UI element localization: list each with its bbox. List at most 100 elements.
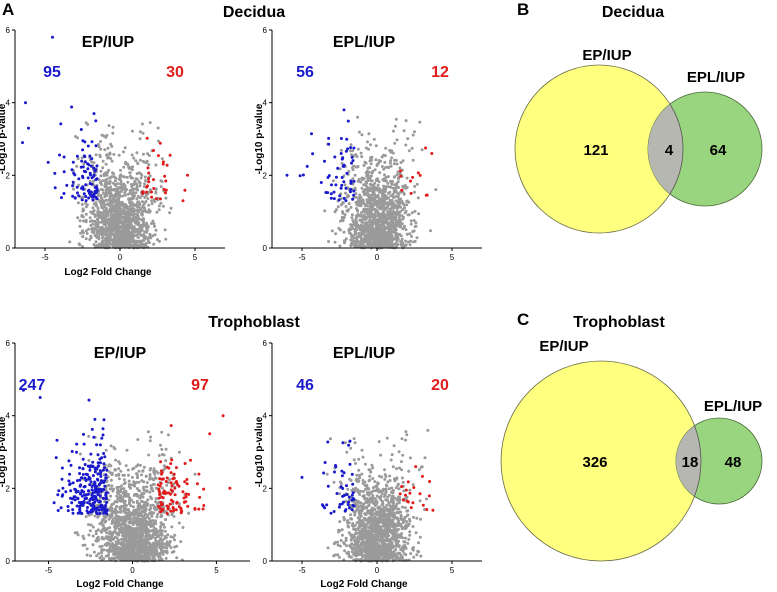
data-point [129,203,133,207]
data-point [104,213,108,217]
data-point [113,179,117,183]
data-point [131,237,135,241]
data-point [401,227,405,231]
data-point [163,228,167,232]
data-point [90,504,93,508]
data-point [397,224,401,228]
data-point [384,146,388,150]
data-point [139,495,143,499]
data-point [21,141,24,145]
data-point [371,213,375,217]
data-point [104,198,108,202]
data-point [105,194,108,198]
data-point [102,205,106,209]
data-point [83,463,87,466]
data-point [82,490,86,494]
data-point [51,35,54,39]
data-point [111,537,115,541]
data-point [100,233,104,237]
data-point [114,190,118,194]
data-point [350,155,354,159]
data-point [388,148,392,152]
x-tick-label: -5 [41,253,49,262]
data-point [202,504,206,507]
data-point [407,517,411,521]
y-tick-label: 6 [6,26,11,35]
data-point [157,504,160,508]
data-point [118,218,121,222]
data-point [366,239,370,243]
data-point [389,242,393,246]
data-point [82,192,86,196]
data-point [115,212,118,216]
data-point [103,228,107,232]
panel-letter-a: A [2,0,14,19]
data-point [112,510,116,514]
data-point [80,512,84,515]
data-point [75,479,79,483]
data-point [105,133,109,137]
data-point [112,206,116,210]
data-point [91,491,95,495]
data-point [361,199,365,203]
data-point [149,435,153,439]
data-point [169,471,173,475]
section-title-decidua: Decidua [223,4,285,21]
data-point [183,462,187,465]
data-point [399,174,403,178]
data-point [367,132,371,136]
data-point [193,507,197,511]
data-point [85,547,89,551]
data-point [394,117,398,121]
data-point [402,192,406,195]
data-point [403,506,407,510]
data-point [60,196,63,200]
data-point [148,519,152,523]
data-point [75,154,79,158]
data-point [386,204,390,208]
data-point [370,155,374,159]
data-point [344,205,348,208]
data-point [133,230,136,234]
data-point [142,488,146,492]
data-point [81,467,85,471]
data-point [96,206,100,210]
data-point [377,159,381,162]
data-point [130,153,134,157]
data-point [365,171,369,175]
data-point [126,511,130,515]
data-point [106,156,110,160]
data-point [104,162,108,166]
data-point [80,159,84,163]
data-point [128,500,132,504]
data-point [72,187,75,191]
data-point [110,507,114,511]
data-point [120,200,123,204]
data-point [228,486,232,490]
data-point [76,216,80,220]
data-point [76,157,80,161]
data-point [183,188,187,192]
data-point [349,205,353,209]
data-point [122,220,126,223]
data-point [131,546,135,550]
data-point [103,507,107,511]
data-point [150,486,154,490]
data-point [169,481,173,485]
data-point [366,140,369,144]
data-point [87,533,91,537]
data-point [112,172,115,176]
data-point [169,462,173,466]
data-point [75,504,79,508]
data-point [152,544,156,548]
data-point [346,119,350,123]
data-point [116,550,120,554]
data-point [434,188,438,192]
data-point [298,174,302,178]
data-point [144,524,148,527]
data-point [104,236,108,240]
data-point [150,523,154,527]
data-point [148,529,152,533]
data-point [75,531,79,535]
data-point [110,238,114,242]
